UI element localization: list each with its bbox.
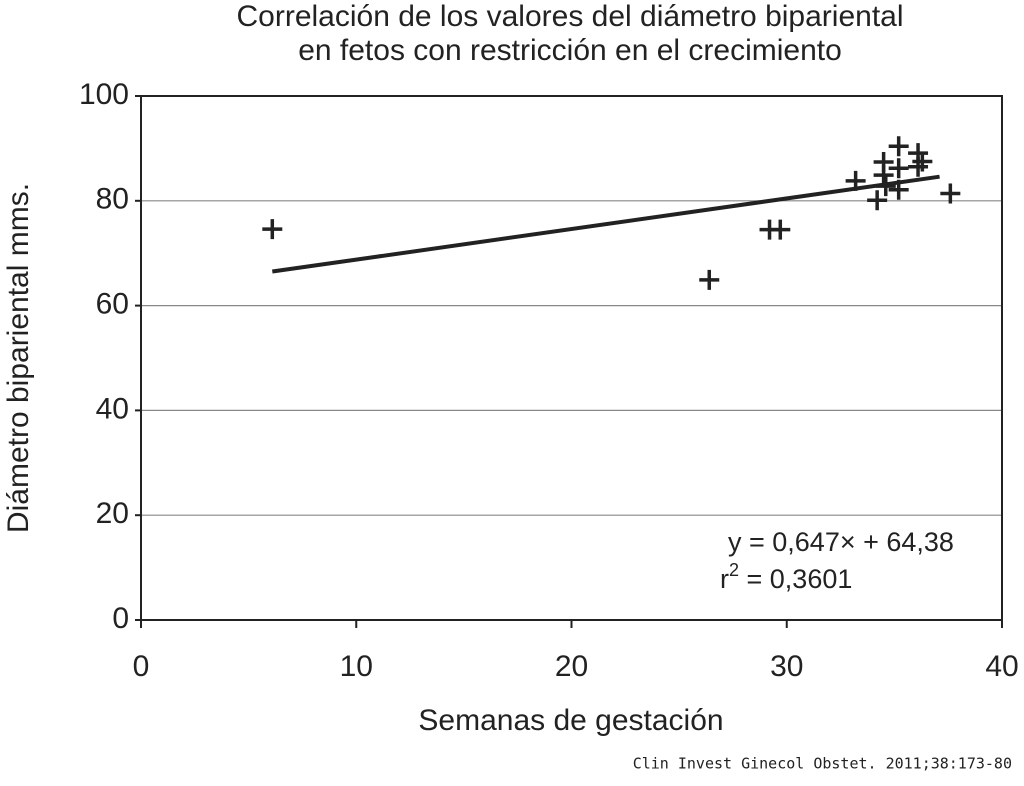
x-tick-label: 20 [555, 650, 588, 683]
y-axis-label: Diámetro bipariental mms. [2, 183, 35, 533]
y-tick-label: 60 [96, 288, 129, 321]
equation: y = 0,647× + 64,38 [728, 527, 954, 557]
trendline [272, 174, 940, 274]
source: Clin Invest Ginecol Obstet. 2011;38:173-… [633, 755, 1012, 773]
scatter-point [940, 183, 961, 204]
x-tick-label: 30 [770, 650, 803, 683]
scatter-point [873, 165, 894, 186]
scatter-point [908, 156, 929, 177]
y-tick-label: 20 [96, 497, 129, 530]
y-tick-label: 0 [112, 602, 129, 635]
r2-rest: = 0,3601 [739, 564, 852, 594]
y-tick-label: 40 [96, 392, 129, 425]
scatter-point [699, 269, 720, 290]
x-tick-label: 0 [133, 650, 150, 683]
chart-title: en fetos con restricción en el crecimien… [298, 34, 842, 67]
r2-sup: 2 [729, 560, 739, 580]
chart-title: Correlación de los valores del diámetro … [236, 0, 903, 33]
scatter-point [888, 136, 909, 157]
scatter-point [262, 219, 283, 240]
y-tick-label: 80 [96, 183, 129, 216]
r2-base: r [720, 564, 729, 594]
x-tick-label: 40 [985, 650, 1018, 683]
x-tick-label: 10 [340, 650, 373, 683]
scatter-point [770, 219, 791, 240]
scatter-point [912, 151, 933, 172]
scatter-point [888, 158, 909, 179]
plot-frame [140, 95, 1003, 621]
y-tick-label: 100 [79, 78, 129, 111]
r-squared: r2 = 0,3601 [720, 560, 852, 594]
x-axis-label: Semanas de gestación [418, 704, 723, 737]
scatter-point [867, 190, 888, 211]
